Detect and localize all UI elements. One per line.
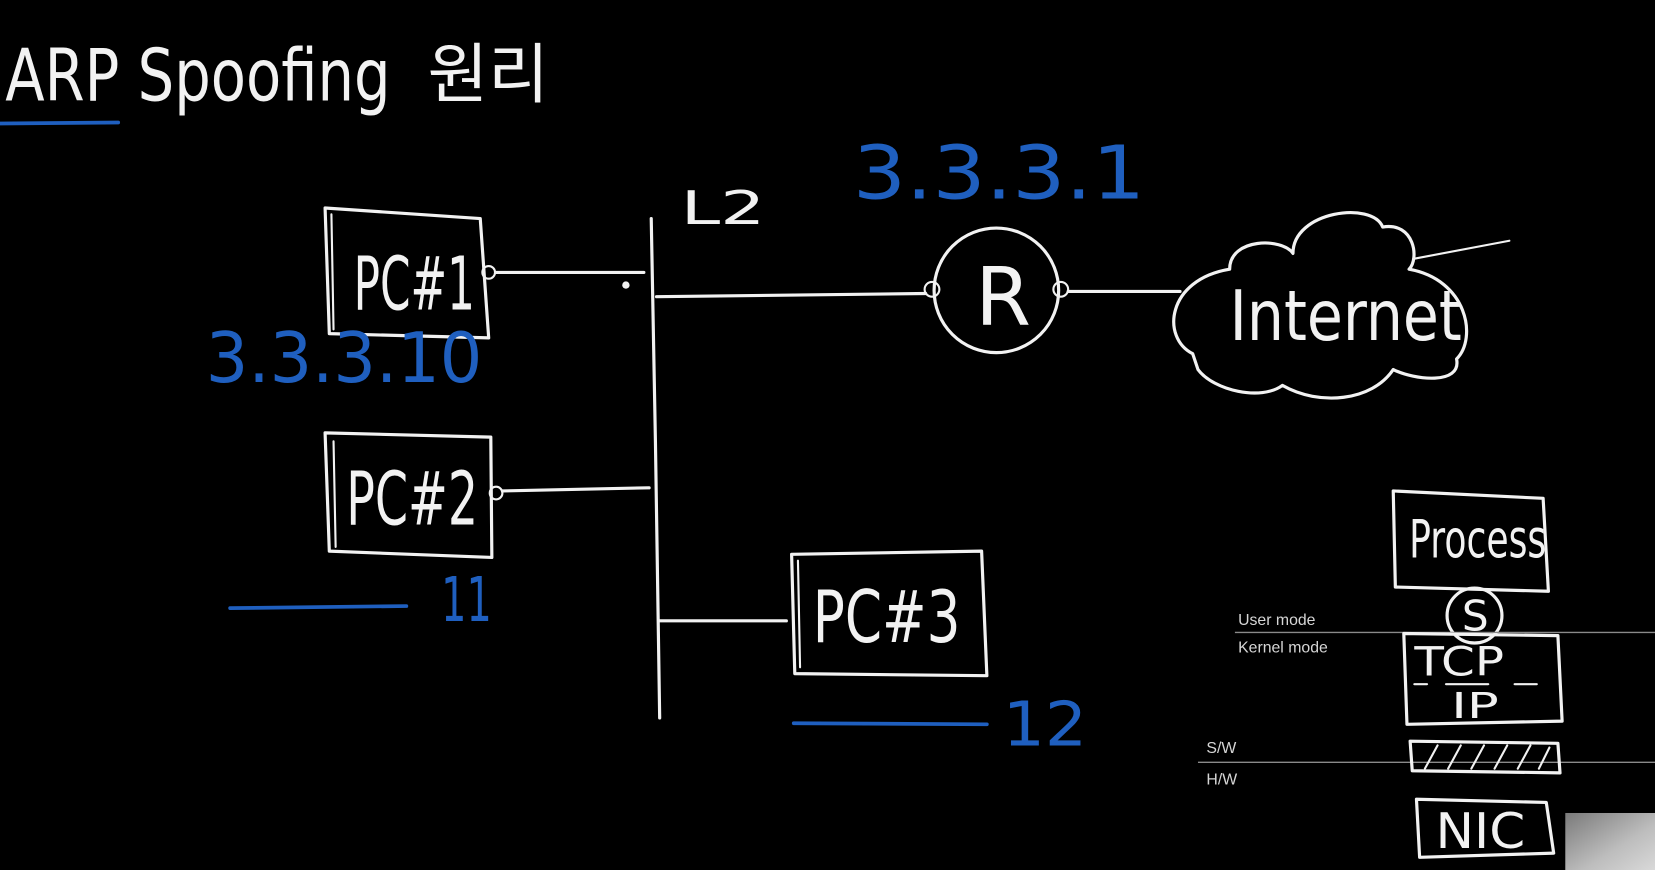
pc2-ip-prefix-line <box>230 606 406 608</box>
process-label: Process <box>1409 509 1546 570</box>
router-port-right-icon <box>1053 282 1068 297</box>
router: R 3.3.3.1 <box>657 130 1181 352</box>
title-main: ARP Spoofing <box>5 33 390 117</box>
switch-label: L2 <box>681 181 765 235</box>
pc3-ip-prefix-line <box>794 723 987 724</box>
router-ip: 3.3.3.1 <box>853 130 1145 216</box>
router-port-left-icon <box>925 282 940 297</box>
router-label: R <box>975 251 1031 344</box>
switch-port-dot <box>622 281 629 288</box>
pc2-label: PC#2 <box>346 457 478 543</box>
title: ARP Spoofing 원리 <box>0 33 549 123</box>
pc1-label: PC#1 <box>354 241 475 327</box>
tcp-label: TCP <box>1413 640 1504 686</box>
title-underline <box>0 122 118 123</box>
switch-bus-line <box>651 219 659 718</box>
protocol-stack: Process S User mode Kernel mode TCP IP S… <box>1198 491 1655 860</box>
pc2-box-inner-edge <box>334 441 336 547</box>
internet-label: Internet <box>1230 276 1462 357</box>
host-pc2: PC#2 11 <box>230 433 649 636</box>
nic-label: NIC <box>1435 804 1525 860</box>
host-pc1: PC#1 3.3.3.10 <box>206 208 644 399</box>
kernel-mode-label: Kernel mode <box>1238 639 1328 656</box>
pc1-ip: 3.3.3.10 <box>206 318 483 399</box>
cloud-tail-stroke <box>1414 241 1509 259</box>
internet-cloud: Internet <box>1174 213 1510 398</box>
hw-label: H/W <box>1206 771 1237 788</box>
title-suffix: 원리 <box>427 37 548 113</box>
switch-router-link <box>657 294 926 297</box>
sw-label: S/W <box>1206 740 1236 757</box>
l2-switch: L2 <box>622 181 765 718</box>
pc3-ip: 12 <box>1003 689 1087 760</box>
pc1-box-inner-edge <box>331 214 333 329</box>
driver-hatched-bar <box>1410 741 1560 773</box>
user-mode-label: User mode <box>1238 612 1316 629</box>
pc2-ip: 11 <box>441 565 492 636</box>
pc3-box-inner-edge <box>798 561 800 668</box>
host-pc3: PC#3 12 <box>660 551 1087 760</box>
pc2-link <box>502 488 649 491</box>
ip-label: IP <box>1451 686 1498 727</box>
video-thumbnail <box>1565 813 1655 870</box>
pc3-label: PC#3 <box>813 575 961 659</box>
